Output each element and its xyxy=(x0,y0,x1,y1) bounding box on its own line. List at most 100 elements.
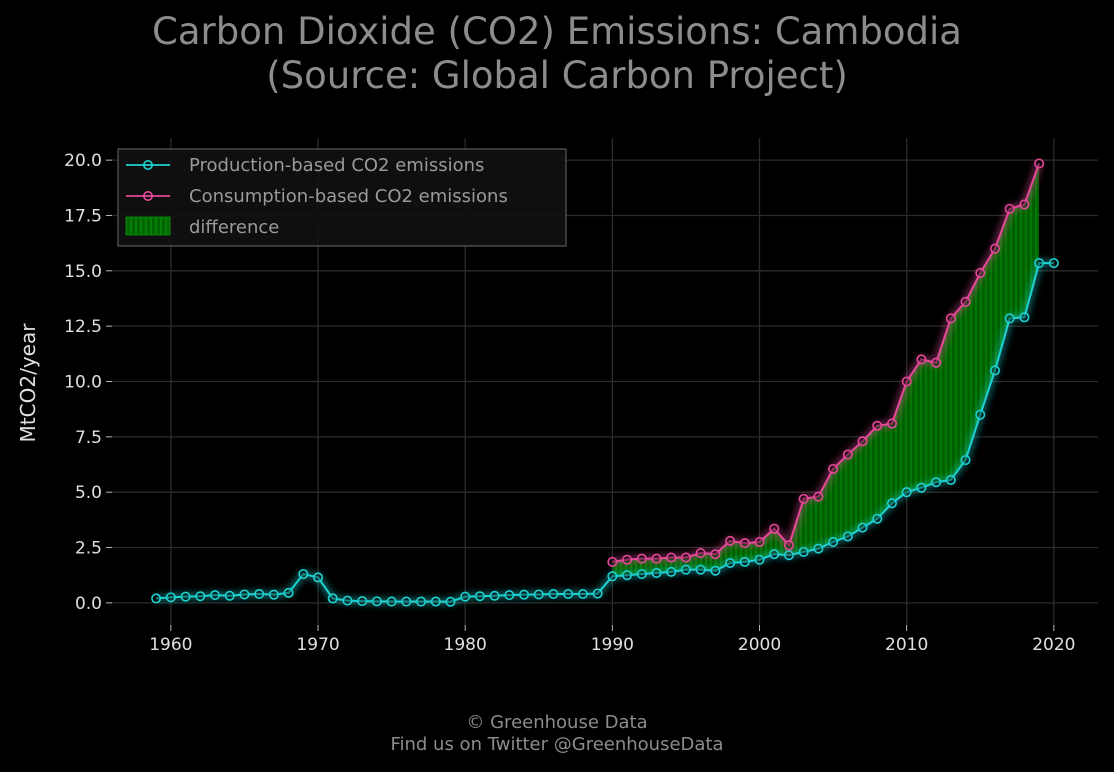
consumption-point xyxy=(1004,203,1015,214)
x-tick-label: 1970 xyxy=(296,635,339,655)
production-point xyxy=(666,566,677,577)
x-tick-label: 1990 xyxy=(591,635,634,655)
production-point xyxy=(283,587,294,598)
production-point xyxy=(725,558,736,569)
legend-frame xyxy=(117,148,567,247)
chart-title-line2: (Source: Global Carbon Project) xyxy=(266,54,848,97)
production-point xyxy=(416,596,427,607)
production-point xyxy=(783,550,794,561)
consumption-point xyxy=(960,296,971,307)
consumption-point xyxy=(975,268,986,279)
legend-production-marker xyxy=(143,160,154,171)
production-point xyxy=(769,549,780,560)
y-tick-label: 15.0 xyxy=(64,262,102,282)
consumption-point xyxy=(842,449,853,460)
production-point xyxy=(945,475,956,486)
production-point xyxy=(1019,312,1030,323)
production-point xyxy=(327,593,338,604)
x-tick-label: 2020 xyxy=(1032,635,1075,655)
production-point xyxy=(622,570,633,581)
consumption-point xyxy=(754,536,765,547)
consumption-point xyxy=(739,538,750,549)
legend-consumption-label: Consumption-based CO2 emissions xyxy=(189,186,508,207)
x-tick-label: 1980 xyxy=(444,635,487,655)
consumption-point xyxy=(607,556,618,567)
production-point xyxy=(224,590,235,601)
consumption-point xyxy=(798,493,809,504)
y-tick-label: 0.0 xyxy=(75,594,102,614)
production-point xyxy=(371,596,382,607)
chart-title: Carbon Dioxide (CO2) Emissions: Cambodia… xyxy=(0,10,1114,98)
production-point xyxy=(1034,258,1045,269)
y-tick-label: 7.5 xyxy=(75,428,102,448)
production-point xyxy=(210,590,221,601)
production-point xyxy=(989,365,1000,376)
production-point xyxy=(430,596,441,607)
consumption-point xyxy=(931,357,942,368)
difference-area xyxy=(612,163,1040,577)
y-tick-label: 5.0 xyxy=(75,483,102,503)
consumption-point xyxy=(769,523,780,534)
consumption-point xyxy=(813,491,824,502)
production-point xyxy=(386,596,397,607)
y-tick-label: 17.5 xyxy=(64,206,102,226)
production-point xyxy=(754,554,765,565)
consumption-point xyxy=(622,554,633,565)
production-point xyxy=(239,589,250,600)
x-tick-label: 1960 xyxy=(149,635,192,655)
consumption-point xyxy=(710,549,721,560)
consumption-point xyxy=(989,243,1000,254)
footer-twitter: Find us on Twitter @GreenhouseData xyxy=(390,734,724,755)
consumption-point xyxy=(651,553,662,564)
production-line xyxy=(156,262,1054,603)
production-point xyxy=(886,498,897,509)
series-layer xyxy=(151,158,1059,607)
legend-difference-swatch xyxy=(125,216,171,236)
production-point xyxy=(975,409,986,420)
production-point xyxy=(651,567,662,578)
legend: Production-based CO2 emissions Consumpti… xyxy=(117,148,567,247)
production-point xyxy=(916,482,927,493)
consumption-point xyxy=(828,463,839,474)
chart-title-line1: Carbon Dioxide (CO2) Emissions: Cambodia xyxy=(152,10,962,53)
production-point xyxy=(445,596,456,607)
production-point xyxy=(548,589,559,600)
production-point xyxy=(489,590,500,601)
production-point xyxy=(268,589,279,600)
production-point xyxy=(813,543,824,554)
production-point xyxy=(151,593,162,604)
production-point xyxy=(842,531,853,542)
difference-fill-layer xyxy=(612,163,1040,577)
y-tick-label: 10.0 xyxy=(64,373,102,393)
production-point xyxy=(798,546,809,557)
production-point xyxy=(1048,258,1059,269)
production-point xyxy=(313,572,324,583)
production-point xyxy=(901,487,912,498)
production-point xyxy=(460,591,471,602)
consumption-point xyxy=(916,354,927,365)
consumption-point xyxy=(857,436,868,447)
production-point xyxy=(504,590,515,601)
footer-copyright: © Greenhouse Data xyxy=(466,712,648,733)
production-point xyxy=(960,455,971,466)
production-point xyxy=(931,477,942,488)
legend-consumption-marker xyxy=(143,191,154,202)
production-point xyxy=(474,591,485,602)
consumption-point xyxy=(695,548,706,559)
production-point xyxy=(739,556,750,567)
consumption-point xyxy=(886,418,897,429)
production-point xyxy=(710,565,721,576)
production-point xyxy=(563,589,574,600)
x-tick-label: 2010 xyxy=(885,635,928,655)
footer: © Greenhouse Data Find us on Twitter @Gr… xyxy=(0,712,1114,756)
production-point xyxy=(298,569,309,580)
production-point xyxy=(533,589,544,600)
consumption-point xyxy=(636,553,647,564)
consumption-point xyxy=(783,540,794,551)
production-point xyxy=(1004,313,1015,324)
production-point xyxy=(401,596,412,607)
y-axis-label: MtCO2/year xyxy=(16,323,40,443)
y-tick-label: 20.0 xyxy=(64,151,102,171)
production-point xyxy=(607,571,618,582)
